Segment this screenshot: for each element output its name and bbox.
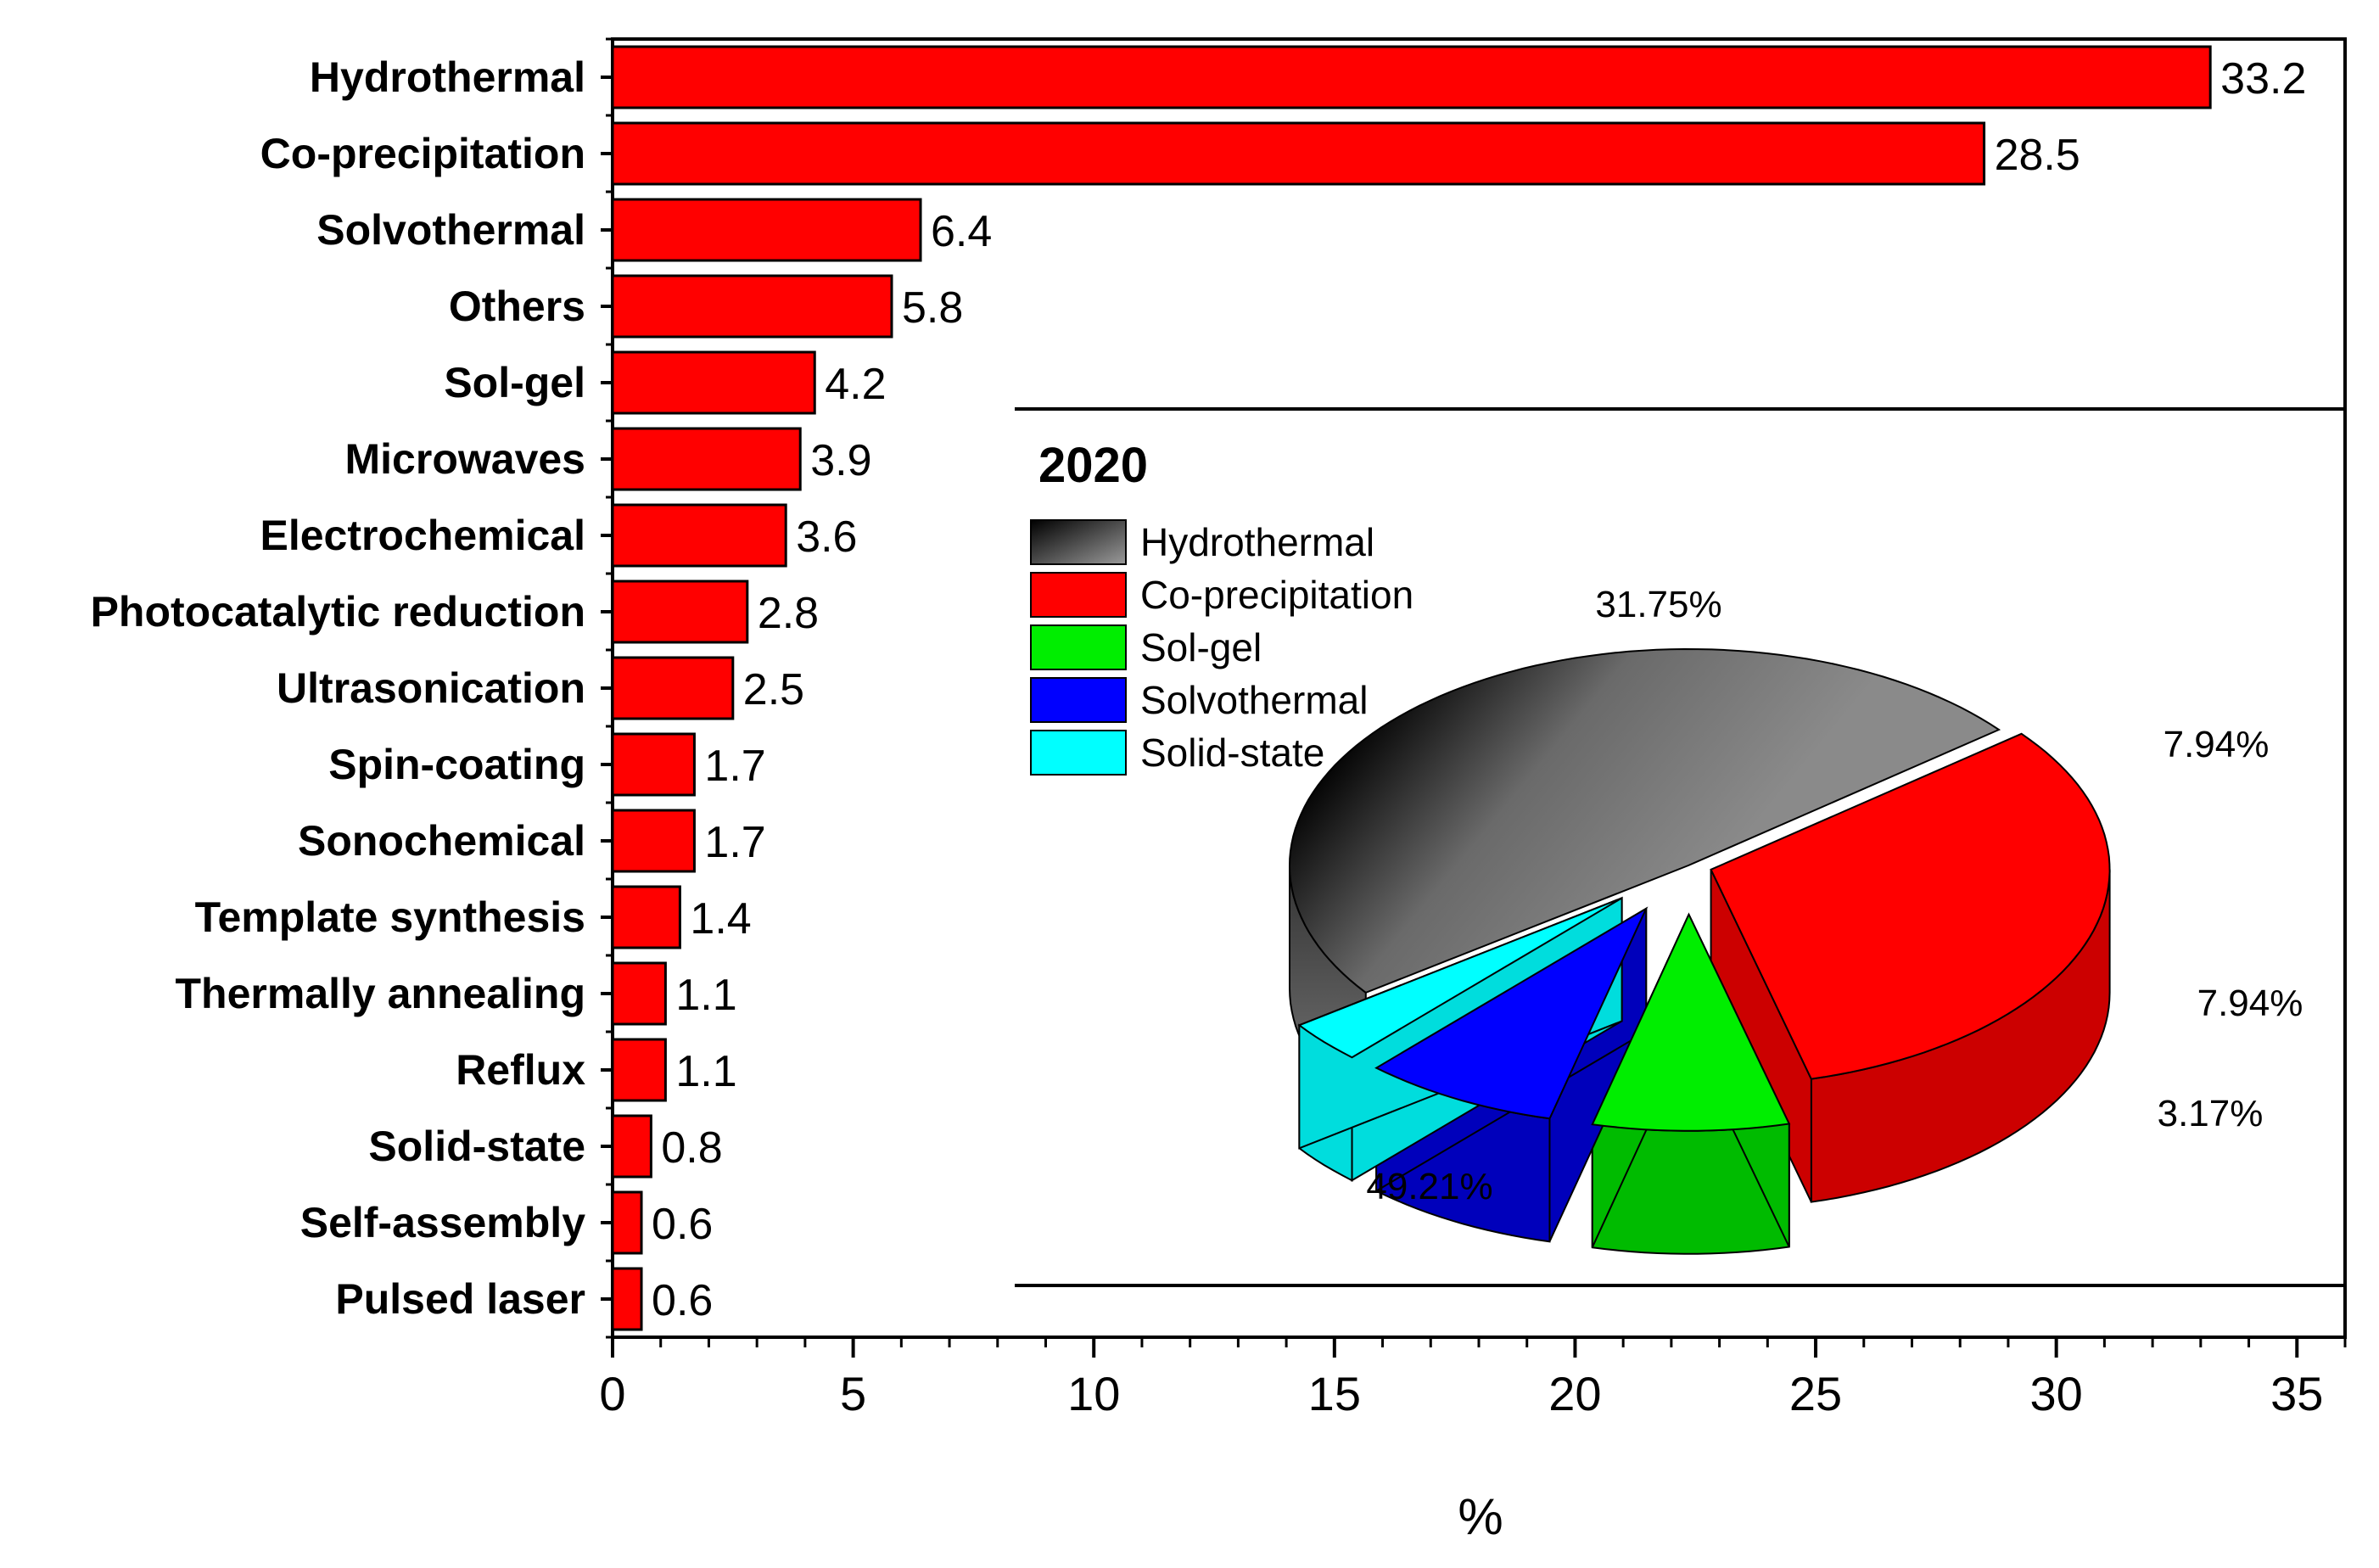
category-label-sol-gel: Sol-gel: [444, 359, 585, 406]
value-label-ultrasonication: 2.5: [743, 665, 804, 714]
pie-slices: [1288, 647, 2111, 1132]
x-tick-label-25: 25: [1789, 1367, 1842, 1420]
value-label-reflux: 1.1: [675, 1047, 736, 1096]
x-tick-label-0: 0: [599, 1367, 625, 1420]
bar-reflux: [611, 1038, 667, 1102]
x-tick-label-10: 10: [1067, 1367, 1120, 1420]
pie-slice-sol-gel: [1591, 912, 1791, 1132]
legend-swatch-sol-gel: [1030, 624, 1127, 670]
value-label-others: 5.8: [902, 283, 963, 333]
value-label-self-assembly: 0.6: [652, 1200, 713, 1249]
x-axis-tick-labels: 0 5 10 15 20 25 30 35: [599, 1367, 2323, 1420]
pie-slice-solvothermal: [1374, 906, 1649, 1120]
legend-swatch-solvothermal: [1030, 677, 1127, 723]
pie-label-hydrothermal: 49.21%: [1366, 1166, 1492, 1207]
pie-label-sol-gel: 7.94%: [2163, 724, 2270, 765]
pie-inset: 2020 49.21% 31.75% 7.94% 7.94% 3.17% Hydroth…: [1015, 407, 2345, 1287]
category-label-electrochemical: Electrochemical: [260, 512, 585, 559]
bar-solid-state: [611, 1114, 652, 1179]
category-label-thermally-annealing: Thermally annealing: [176, 970, 585, 1017]
x-tick-label-5: 5: [840, 1367, 866, 1420]
value-label-sonochemical: 1.7: [704, 818, 765, 867]
value-label-solvothermal: 6.4: [931, 207, 992, 256]
bar-photocatalytic-reduction: [611, 580, 749, 644]
bar-chart: Hydrothermal Co-precipitation Solvothermal…: [91, 37, 2347, 1545]
pie-title: 2020: [1038, 438, 1148, 493]
category-label-template-synthesis: Template synthesis: [195, 893, 585, 941]
bar-self-assembly: [611, 1190, 643, 1255]
category-label-reflux: Reflux: [456, 1046, 585, 1094]
category-label-sonochemical: Sonochemical: [298, 817, 585, 865]
pie-label-co-precipitation: 31.75%: [1595, 584, 1721, 625]
legend-swatch-hydrothermal: [1030, 519, 1127, 565]
category-label-self-assembly: Self-assembly: [300, 1199, 585, 1246]
bar-ultrasonication: [611, 656, 735, 720]
legend-swatch-co-precipitation: [1030, 572, 1127, 618]
x-tick-label-35: 35: [2270, 1367, 2323, 1420]
bar-others: [611, 274, 893, 339]
bar-sol-gel: [611, 350, 816, 415]
x-tick-label-20: 20: [1548, 1367, 1601, 1420]
pie-label-solvothermal: 7.94%: [2197, 983, 2303, 1024]
pie-legend: Hydrothermal Co-precipitation Sol-gel Solvo…: [1030, 519, 1413, 776]
x-axis-ticks: [611, 1337, 2347, 1358]
bars: [611, 45, 2212, 1331]
bar-microwaves: [611, 427, 802, 491]
value-label-hydrothermal: 33.2: [2220, 54, 2306, 104]
value-label-microwaves: 3.9: [810, 436, 871, 485]
value-label-spin-coating: 1.7: [704, 742, 765, 791]
bar-template-synthesis: [611, 885, 681, 949]
pie-label-solid-state: 3.17%: [2158, 1093, 2264, 1134]
bar-electrochemical: [611, 503, 787, 568]
category-label-pulsed-laser: Pulsed laser: [335, 1275, 585, 1323]
bar-thermally-annealing: [611, 961, 667, 1026]
bar-spin-coating: [611, 732, 696, 797]
legend-label-co-precipitation: Co-precipitation: [1140, 573, 1413, 617]
value-label-pulsed-laser: 0.6: [652, 1276, 713, 1325]
value-label-template-synthesis: 1.4: [690, 894, 751, 944]
x-tick-label-15: 15: [1308, 1367, 1361, 1420]
category-label-spin-coating: Spin-coating: [328, 741, 585, 788]
bar-solvothermal: [611, 198, 922, 262]
category-label-solid-state: Solid-state: [368, 1123, 585, 1170]
legend-label-solvothermal: Solvothermal: [1140, 678, 1368, 722]
value-label-solid-state: 0.8: [661, 1123, 722, 1173]
bar-co-precipitation: [611, 121, 1986, 186]
y-axis-ticks: [601, 37, 613, 1339]
bar-pulsed-laser: [611, 1267, 643, 1331]
legend-label-solid-state: Solid-state: [1140, 731, 1324, 775]
value-label-sol-gel: 4.2: [825, 360, 886, 409]
value-label-photocatalytic-reduction: 2.8: [758, 589, 819, 638]
value-labels: 33.2 28.5 6.4 5.8 4.2 3.9 3.6 2.8 2.5 1.7 1.7 1.4 1.…: [652, 54, 2306, 1325]
x-tick-label-30: 30: [2030, 1367, 2083, 1420]
category-label-solvothermal: Solvothermal: [316, 206, 585, 254]
legend-swatch-solid-state: [1030, 730, 1127, 776]
value-label-thermally-annealing: 1.1: [675, 971, 736, 1020]
category-label-photocatalytic-reduction: Photocatalytic reduction: [91, 588, 585, 636]
category-labels: Hydrothermal Co-precipitation Solvothermal…: [91, 53, 586, 1323]
bar-sonochemical: [611, 809, 696, 873]
category-label-ultrasonication: Ultrasonication: [277, 664, 585, 712]
bar-hydrothermal: [611, 45, 2212, 109]
value-label-electrochemical: 3.6: [796, 512, 857, 562]
legend-label-sol-gel: Sol-gel: [1140, 625, 1262, 669]
pie-slice-solid-state: [1297, 897, 1623, 1059]
x-axis-title: %: [1458, 1488, 1503, 1545]
pie-percent-labels: 49.21% 31.75% 7.94% 7.94% 3.17%: [1366, 584, 2303, 1207]
category-label-others: Others: [449, 283, 585, 330]
category-label-microwaves: Microwaves: [345, 435, 585, 483]
category-label-co-precipitation: Co-precipitation: [260, 130, 585, 177]
category-label-hydrothermal: Hydrothermal: [310, 53, 585, 101]
pie-slice-co-precipitation: [1710, 732, 2111, 1080]
legend-label-hydrothermal: Hydrothermal: [1140, 520, 1374, 564]
pie-slice-hydrothermal: [1288, 647, 2001, 994]
value-label-co-precipitation: 28.5: [1995, 131, 2080, 180]
